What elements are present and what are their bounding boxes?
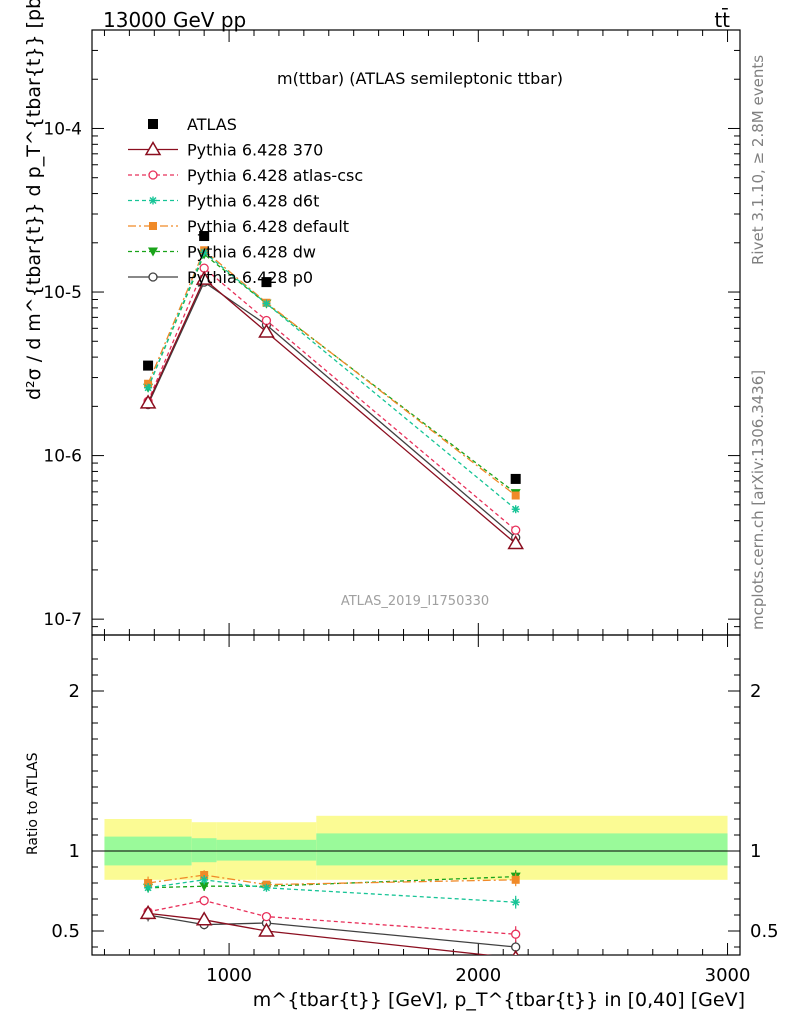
series-pythia-6-428-atlas-csc-line xyxy=(147,267,517,531)
legend-pythia-6-428-370-marker xyxy=(144,141,162,156)
ratio-series-group xyxy=(139,870,521,955)
y-tick-label: 10-6 xyxy=(43,447,82,467)
series-pythia-6-428-d6t-ratio-line xyxy=(147,879,516,903)
series-atlas-point xyxy=(199,231,210,242)
series-atlas-point xyxy=(261,277,272,288)
series-atlas-point xyxy=(510,473,521,484)
series-pythia-6-428-d6t-ratio-point-part xyxy=(262,884,270,892)
ratio-panel: 1000 2000 3000 0.5 0.5 1 1 2 2 xyxy=(51,634,779,986)
series-pythia-6-428-atlas-csc-point xyxy=(261,315,272,326)
series-pythia-6-428-dw-line xyxy=(147,253,517,494)
series-pythia-6-428-d6t-point xyxy=(144,383,153,392)
legend-pythia-6-428-d6t-label: Pythia 6.428 d6t xyxy=(187,192,319,211)
series-atlas-point xyxy=(143,360,154,371)
series-pythia-6-428-370-ratio-point xyxy=(139,904,157,920)
series-pythia-6-428-atlas-csc-point xyxy=(511,525,521,535)
uncertainty-band-inner xyxy=(316,833,728,866)
legend-pythia-6-428-atlas-csc-marker xyxy=(148,170,158,180)
series-pythia-6-428-atlas-csc-ratio-line xyxy=(147,899,516,935)
series-pythia-6-428-d6t-point-part xyxy=(262,300,270,308)
ratio-tick-label: 1 xyxy=(69,841,80,862)
series-pythia-6-428-atlas-csc-ratio-point xyxy=(261,911,272,922)
series-pythia-6-428-dw-ratio-point xyxy=(199,882,210,892)
legend-pythia-6-428-d6t-marker xyxy=(149,196,157,205)
legend-pythia-6-428-d6t-marker-part xyxy=(149,197,157,204)
legend-pythia-6-428-370-label: Pythia 6.428 370 xyxy=(187,141,323,160)
main-panel: 10-7 10-6 10-5 10-4 xyxy=(43,29,741,955)
uncertainty-band-inner xyxy=(191,838,217,863)
series-pythia-6-428-atlas-csc-ratio-point xyxy=(511,929,521,939)
series-pythia-6-428-atlas-csc-ratio-point xyxy=(199,895,209,906)
legend-pythia-6-428-dw-marker xyxy=(148,247,158,257)
series-pythia-6-428-d6t-line xyxy=(147,251,517,510)
legend-pythia-6-428-default-label: Pythia 6.428 default xyxy=(187,217,349,236)
series-pythia-6-428-default-point xyxy=(511,491,520,500)
series-pythia-6-428-d6t-point-part xyxy=(512,505,520,513)
series-pythia-6-428-default-line xyxy=(147,249,517,497)
series-pythia-6-428-370-line xyxy=(147,278,517,545)
series-pythia-6-428-p0-line xyxy=(147,281,517,539)
header-right: tt̄ xyxy=(714,7,730,32)
y-tick-label: 10-7 xyxy=(43,610,82,630)
legend-atlas-marker xyxy=(148,119,158,129)
chart-title: m(ttbar) (ATLAS semileptonic ttbar) xyxy=(277,69,563,88)
legend-atlas-label: ATLAS xyxy=(187,115,237,134)
series-pythia-6-428-d6t-point xyxy=(262,299,271,308)
ratio-frame xyxy=(91,634,741,956)
ratio-tick-label: 0.5 xyxy=(51,921,80,942)
legend-pythia-6-428-atlas-csc-label: Pythia 6.428 atlas-csc xyxy=(187,166,363,185)
legend: ATLAS Pythia 6.428 370 Pythia 6.428 atlas-… xyxy=(128,115,363,287)
x-tick-label: 3000 xyxy=(705,965,751,986)
ratio-axis-title: Ratio to ATLAS xyxy=(25,752,41,855)
legend-pythia-6-428-p0-label: Pythia 6.428 p0 xyxy=(187,268,313,287)
y-axis-title: d²σ / d m^{tbar{t}} d p_T^{tbar{t}} [pb/… xyxy=(23,0,45,400)
series-pythia-6-428-370-point xyxy=(139,394,157,409)
side-text-top: Rivet 3.1.10, ≥ 2.8M events xyxy=(749,55,767,265)
ratio-tick-label-right: 2 xyxy=(750,681,761,702)
series-pythia-6-428-370-ratio-line xyxy=(148,912,493,955)
y-tick-label: 10-5 xyxy=(43,283,82,303)
header-left: 13000 GeV pp xyxy=(103,8,246,32)
series-pythia-6-428-p0-ratio-line xyxy=(147,914,516,948)
ratio-tick-label-right: 1 xyxy=(750,841,761,862)
series-pythia-6-428-370-ratio-point xyxy=(195,911,213,926)
series-pythia-6-428-d6t-point-part xyxy=(200,248,208,256)
x-tick-label: 2000 xyxy=(455,965,501,986)
analysis-label: ATLAS_2019_I1750330 xyxy=(341,594,489,609)
series-pythia-6-428-370-ratio-point xyxy=(512,949,519,955)
series-pythia-6-428-d6t-ratio-point-part xyxy=(144,884,152,892)
side-text-bottom: mcplots.cern.ch [arXiv:1306.3436] xyxy=(749,370,767,630)
series-pythia-6-428-370-point xyxy=(195,270,213,285)
legend-pythia-6-428-default-marker xyxy=(149,222,157,230)
series-pythia-6-428-d6t-ratio-point xyxy=(200,875,209,884)
series-pythia-6-428-d6t-point-part xyxy=(144,384,152,392)
ratio-tick-label-right: 0.5 xyxy=(750,921,779,942)
series-pythia-6-428-d6t-ratio-point xyxy=(262,883,271,892)
series-pythia-6-428-d6t-point xyxy=(200,248,209,257)
y-tick-label: 10-4 xyxy=(43,119,82,139)
series-pythia-6-428-d6t-ratio-point-part xyxy=(200,876,208,884)
x-tick-label: 1000 xyxy=(206,965,252,986)
ratio-tick-label: 2 xyxy=(69,681,80,702)
series-pythia-6-428-default-ratio-line xyxy=(147,874,516,886)
series-pythia-6-428-d6t-ratio-point xyxy=(144,883,153,892)
series-pythia-6-428-d6t-ratio-point xyxy=(511,898,520,907)
series-pythia-6-428-370-point xyxy=(258,323,275,338)
series-pythia-6-428-d6t-point xyxy=(511,505,520,514)
x-axis-title: m^{tbar{t}} [GeV], p_T^{tbar{t}} in [0,4… xyxy=(253,989,745,1011)
series-pythia-6-428-dw-ratio-line xyxy=(148,875,516,889)
series-pythia-6-428-370-ratio-point xyxy=(258,922,275,937)
series-pythia-6-428-370-point xyxy=(507,535,524,550)
legend-pythia-6-428-dw-label: Pythia 6.428 dw xyxy=(187,243,316,262)
legend-pythia-6-428-p0-marker xyxy=(148,272,158,282)
series-pythia-6-428-default-ratio-point xyxy=(511,875,520,884)
uncertainty-band-inner xyxy=(216,839,317,861)
series-pythia-6-428-d6t-ratio-point-part xyxy=(512,898,520,906)
